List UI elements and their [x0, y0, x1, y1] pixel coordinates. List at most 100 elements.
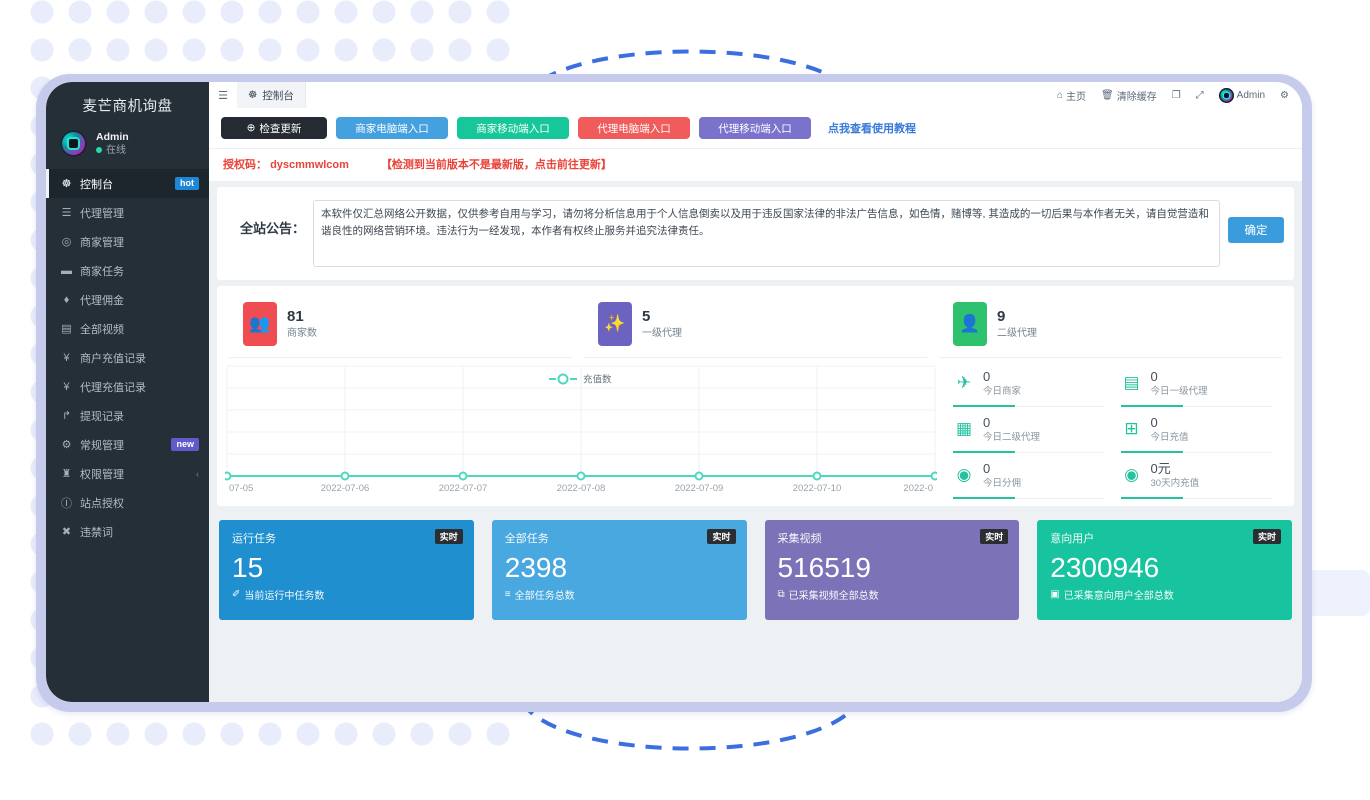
x-tick-label: 2022-07-07: [439, 483, 488, 494]
card-footer-label: 全部任务总数: [514, 591, 575, 602]
theme-icon[interactable]: ❐: [1171, 89, 1181, 101]
stat-value: 0: [1150, 368, 1158, 384]
task-icon: ▬: [61, 264, 72, 277]
dashboard-icon: ☸: [248, 89, 258, 101]
sidebar-item-10[interactable]: ♜ 权限管理 ‹: [46, 459, 209, 488]
x-tick-label: 2022-07-09: [675, 483, 724, 494]
tab-strip: ☸ 控制台: [237, 82, 306, 108]
sidebar-item-1[interactable]: ☰ 代理管理: [46, 198, 209, 227]
card-title: 运行任务: [232, 533, 276, 545]
topbar: ☰ ☸ 控制台 ⌂ 主页 🗑 清除缓存 ❐ ⤢: [209, 82, 1302, 108]
sidebar-item-2[interactable]: ◎ 商家管理: [46, 227, 209, 256]
check-update-button[interactable]: ⊕ 检查更新: [221, 117, 327, 139]
sidebar-item-badge: hot: [175, 177, 199, 190]
realtime-badge: 实时: [434, 529, 463, 544]
sidebar-item-9[interactable]: ⚙ 常规管理 new: [46, 430, 209, 459]
agent-mobile-entry-button[interactable]: 代理移动端入口: [699, 117, 811, 139]
topbar-right: ⌂ 主页 🗑 清除缓存 ❐ ⤢ Admin ⚙: [1057, 82, 1302, 108]
stat-value: 9: [997, 308, 1006, 325]
home-label: 主页: [1066, 91, 1086, 103]
sidebar-item-7[interactable]: ¥ 代理充值记录: [46, 372, 209, 401]
card-footer-label: 已采集视频全部总数: [788, 591, 879, 602]
device-frame: 麦芒商机询盘 Admin 在线 ☸ 控制台 hot ☰ 代理管理 ◎ 商家管理 ▬ 商家任务 ♦ 代…: [36, 74, 1312, 712]
sidebar-item-label: 全部视频: [80, 323, 124, 336]
stat-value: 0元: [1150, 460, 1171, 476]
fullscreen-icon[interactable]: ⤢: [1195, 89, 1204, 101]
permission-icon: ♜: [61, 468, 72, 480]
stat-label: 30天内充值: [1150, 477, 1200, 489]
sidebar-item-6[interactable]: ¥ 商户充值记录: [46, 343, 209, 372]
x-tick-label: 2022-0: [903, 483, 933, 494]
update-notice-link[interactable]: 【检测到当前版本不是最新版，点击前往更新】: [380, 159, 612, 171]
chart-and-stats-row: 07-05 2022-07-06 2022-07-07 2022-07-08 2022-…: [217, 358, 1294, 500]
realtime-badge: 实时: [980, 529, 1009, 544]
card-footer: ≡ 全部任务总数: [505, 587, 734, 602]
intent-user-card[interactable]: 意向用户 实时 2300946 ▣ 已采集意向用户全部总数: [1037, 520, 1292, 620]
main-area: ☰ ☸ 控制台 ⌂ 主页 🗑 清除缓存 ❐ ⤢: [209, 82, 1302, 702]
button-label: 商家移动端入口: [476, 122, 550, 135]
sidebar-item-label: 商户充值记录: [80, 352, 146, 365]
person-icon: 👤: [953, 302, 987, 346]
tutorial-link[interactable]: 点我查看使用教程: [828, 123, 916, 135]
top-stats-row: 👥 81 商家数 ✨ 5 一级代理 👤 9 二级代理: [217, 296, 1294, 358]
tab-dashboard[interactable]: ☸ 控制台: [237, 82, 306, 108]
summary-cards-row: 运行任务 实时 15 ✐ 当前运行中任务数 全部任务 实时 2398 ≡ 全部任务总数 采集视频 实时…: [209, 506, 1302, 620]
entry-button-bar: ⊕ 检查更新 商家电脑端入口 商家移动端入口 代理电脑端入口 代理移动端入口 点我查看使用教…: [209, 108, 1302, 148]
id-card-icon: ▤: [1123, 373, 1140, 392]
stat-label: 今日商家: [983, 385, 1022, 397]
image-icon: ▣: [1050, 589, 1060, 600]
level2-agent-stat: 👤 9 二级代理: [939, 300, 1282, 358]
sidebar-item-12[interactable]: ✖ 违禁词: [46, 517, 209, 546]
merchant-pc-entry-button[interactable]: 商家电脑端入口: [336, 117, 448, 139]
card-footer-label: 已采集意向用户全部总数: [1063, 591, 1174, 602]
agent-pc-entry-button[interactable]: 代理电脑端入口: [578, 117, 690, 139]
profile-name: Admin: [96, 130, 129, 143]
home-link[interactable]: ⌂ 主页: [1057, 88, 1086, 103]
sidebar-profile[interactable]: Admin 在线: [46, 120, 209, 169]
collected-video-card[interactable]: 采集视频 实时 516519 ⧉ 已采集视频全部总数: [764, 520, 1020, 620]
sidebar-item-0[interactable]: ☸ 控制台 hot: [46, 169, 209, 198]
user-name: Admin: [1236, 89, 1266, 101]
user-circle-icon: ◉: [956, 465, 972, 484]
realtime-badge: 实时: [707, 529, 736, 544]
sidebar-item-label: 商家管理: [80, 236, 124, 249]
stat-label: 今日分佣: [983, 477, 1022, 489]
running-task-card[interactable]: 运行任务 实时 15 ✐ 当前运行中任务数: [219, 520, 474, 620]
sidebar-item-3[interactable]: ▬ 商家任务: [46, 256, 209, 285]
confirm-button[interactable]: 确定: [1228, 217, 1284, 243]
clear-cache-link[interactable]: 🗑 清除缓存: [1101, 88, 1157, 103]
stat-label: 今日一级代理: [1150, 385, 1208, 397]
recharge-line-chart: 07-05 2022-07-06 2022-07-07 2022-07-08 2022-…: [222, 362, 940, 500]
sidebar-item-11[interactable]: Ⓘ 站点授权: [46, 488, 209, 517]
today-level1-agent-stat: ▤ 0 今日一级代理: [1119, 362, 1287, 407]
copy-icon: ⧉: [777, 589, 785, 600]
sidebar-item-5[interactable]: ▤ 全部视频: [46, 314, 209, 343]
all-task-card[interactable]: 全部任务 实时 2398 ≡ 全部任务总数: [491, 520, 747, 620]
button-label: 检查更新: [259, 122, 302, 135]
card-footer: ⧉ 已采集视频全部总数: [778, 587, 1007, 602]
calendar-icon: ▦: [955, 419, 973, 438]
profile-status: 在线: [96, 144, 129, 157]
device-screen: 麦芒商机询盘 Admin 在线 ☸ 控制台 hot ☰ 代理管理 ◎ 商家管理 ▬ 商家任务 ♦ 代…: [46, 82, 1302, 702]
gear-icon[interactable]: ⚙: [1280, 89, 1289, 101]
x-tick-label: 2022-07-10: [793, 483, 842, 494]
user-menu[interactable]: Admin: [1218, 87, 1266, 103]
settings-icon: ⚙: [61, 439, 72, 451]
stat-value: 0: [983, 414, 991, 430]
sidebar-item-8[interactable]: ↱ 提现记录: [46, 401, 209, 430]
profile-status-label: 在线: [106, 144, 126, 156]
sidebar-item-badge: new: [171, 438, 199, 451]
card-title: 采集视频: [777, 533, 822, 545]
button-label: 代理电脑端入口: [597, 122, 671, 135]
stat-label: 一级代理: [642, 328, 682, 339]
announcement-input[interactable]: 本软件仅汇总网络公开数据，仅供参考自用与学习，请勿将分析信息用于个人信息倒卖以及…: [313, 200, 1220, 267]
video-icon: ▤: [61, 323, 72, 335]
stat-value: 81: [287, 308, 304, 325]
sidebar-item-4[interactable]: ♦ 代理佣金: [46, 285, 209, 314]
hamburger-icon[interactable]: ☰: [218, 89, 228, 102]
yen-icon: ¥: [63, 380, 70, 393]
sidebar-item-label: 代理管理: [80, 207, 124, 220]
sidebar-item-label: 代理充值记录: [80, 381, 146, 394]
merchant-mobile-entry-button[interactable]: 商家移动端入口: [457, 117, 569, 139]
stat-label: 今日二级代理: [983, 431, 1041, 443]
